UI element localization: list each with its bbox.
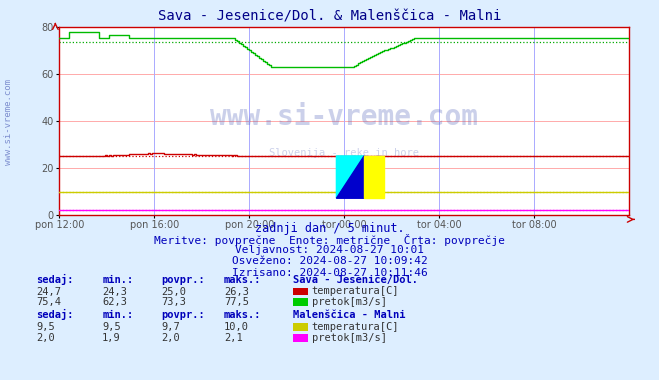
Text: Sava - Jesenice/Dol. & Malenščica - Malni: Sava - Jesenice/Dol. & Malenščica - Maln…	[158, 10, 501, 24]
Text: 2,0: 2,0	[36, 333, 55, 343]
Text: pretok[m3/s]: pretok[m3/s]	[312, 297, 387, 307]
Text: maks.:: maks.:	[224, 310, 262, 320]
Text: Slovenija - reke in hore: Slovenija - reke in hore	[270, 147, 419, 158]
Text: 10,0: 10,0	[224, 322, 249, 332]
Text: 77,5: 77,5	[224, 297, 249, 307]
Text: 9,5: 9,5	[36, 322, 55, 332]
Text: Izrisano: 2024-08-27 10:11:46: Izrisano: 2024-08-27 10:11:46	[231, 268, 428, 278]
Text: 26,3: 26,3	[224, 287, 249, 296]
Text: 2,0: 2,0	[161, 333, 180, 343]
Text: Meritve: povprečne  Enote: metrične  Črta: povprečje: Meritve: povprečne Enote: metrične Črta:…	[154, 234, 505, 246]
Text: povpr.:: povpr.:	[161, 310, 205, 320]
Text: 9,7: 9,7	[161, 322, 180, 332]
Text: 1,9: 1,9	[102, 333, 121, 343]
Text: 62,3: 62,3	[102, 297, 127, 307]
Text: 73,3: 73,3	[161, 297, 186, 307]
Bar	[364, 156, 384, 198]
Text: min.:: min.:	[102, 275, 133, 285]
Text: pretok[m3/s]: pretok[m3/s]	[312, 333, 387, 343]
Text: temperatura[C]: temperatura[C]	[312, 322, 399, 332]
Polygon shape	[336, 156, 364, 198]
Text: zadnji dan / 5 minut.: zadnji dan / 5 minut.	[254, 222, 405, 235]
Text: 25,0: 25,0	[161, 287, 186, 296]
Text: www.si-vreme.com: www.si-vreme.com	[210, 103, 478, 131]
Text: povpr.:: povpr.:	[161, 275, 205, 285]
Text: Osveženo: 2024-08-27 10:09:42: Osveženo: 2024-08-27 10:09:42	[231, 256, 428, 266]
Text: sedaj:: sedaj:	[36, 309, 74, 320]
Text: Veljavnost: 2024-08-27 10:01: Veljavnost: 2024-08-27 10:01	[235, 245, 424, 255]
Text: maks.:: maks.:	[224, 275, 262, 285]
Text: Sava - Jesenice/Dol.: Sava - Jesenice/Dol.	[293, 275, 418, 285]
Text: 24,3: 24,3	[102, 287, 127, 296]
Text: sedaj:: sedaj:	[36, 274, 74, 285]
Text: min.:: min.:	[102, 310, 133, 320]
Text: temperatura[C]: temperatura[C]	[312, 287, 399, 296]
Text: 2,1: 2,1	[224, 333, 243, 343]
Text: Malenščica - Malni: Malenščica - Malni	[293, 310, 406, 320]
Polygon shape	[336, 156, 364, 198]
Text: 75,4: 75,4	[36, 297, 61, 307]
Text: 24,7: 24,7	[36, 287, 61, 296]
Text: www.si-vreme.com: www.si-vreme.com	[4, 79, 13, 165]
Text: 9,5: 9,5	[102, 322, 121, 332]
